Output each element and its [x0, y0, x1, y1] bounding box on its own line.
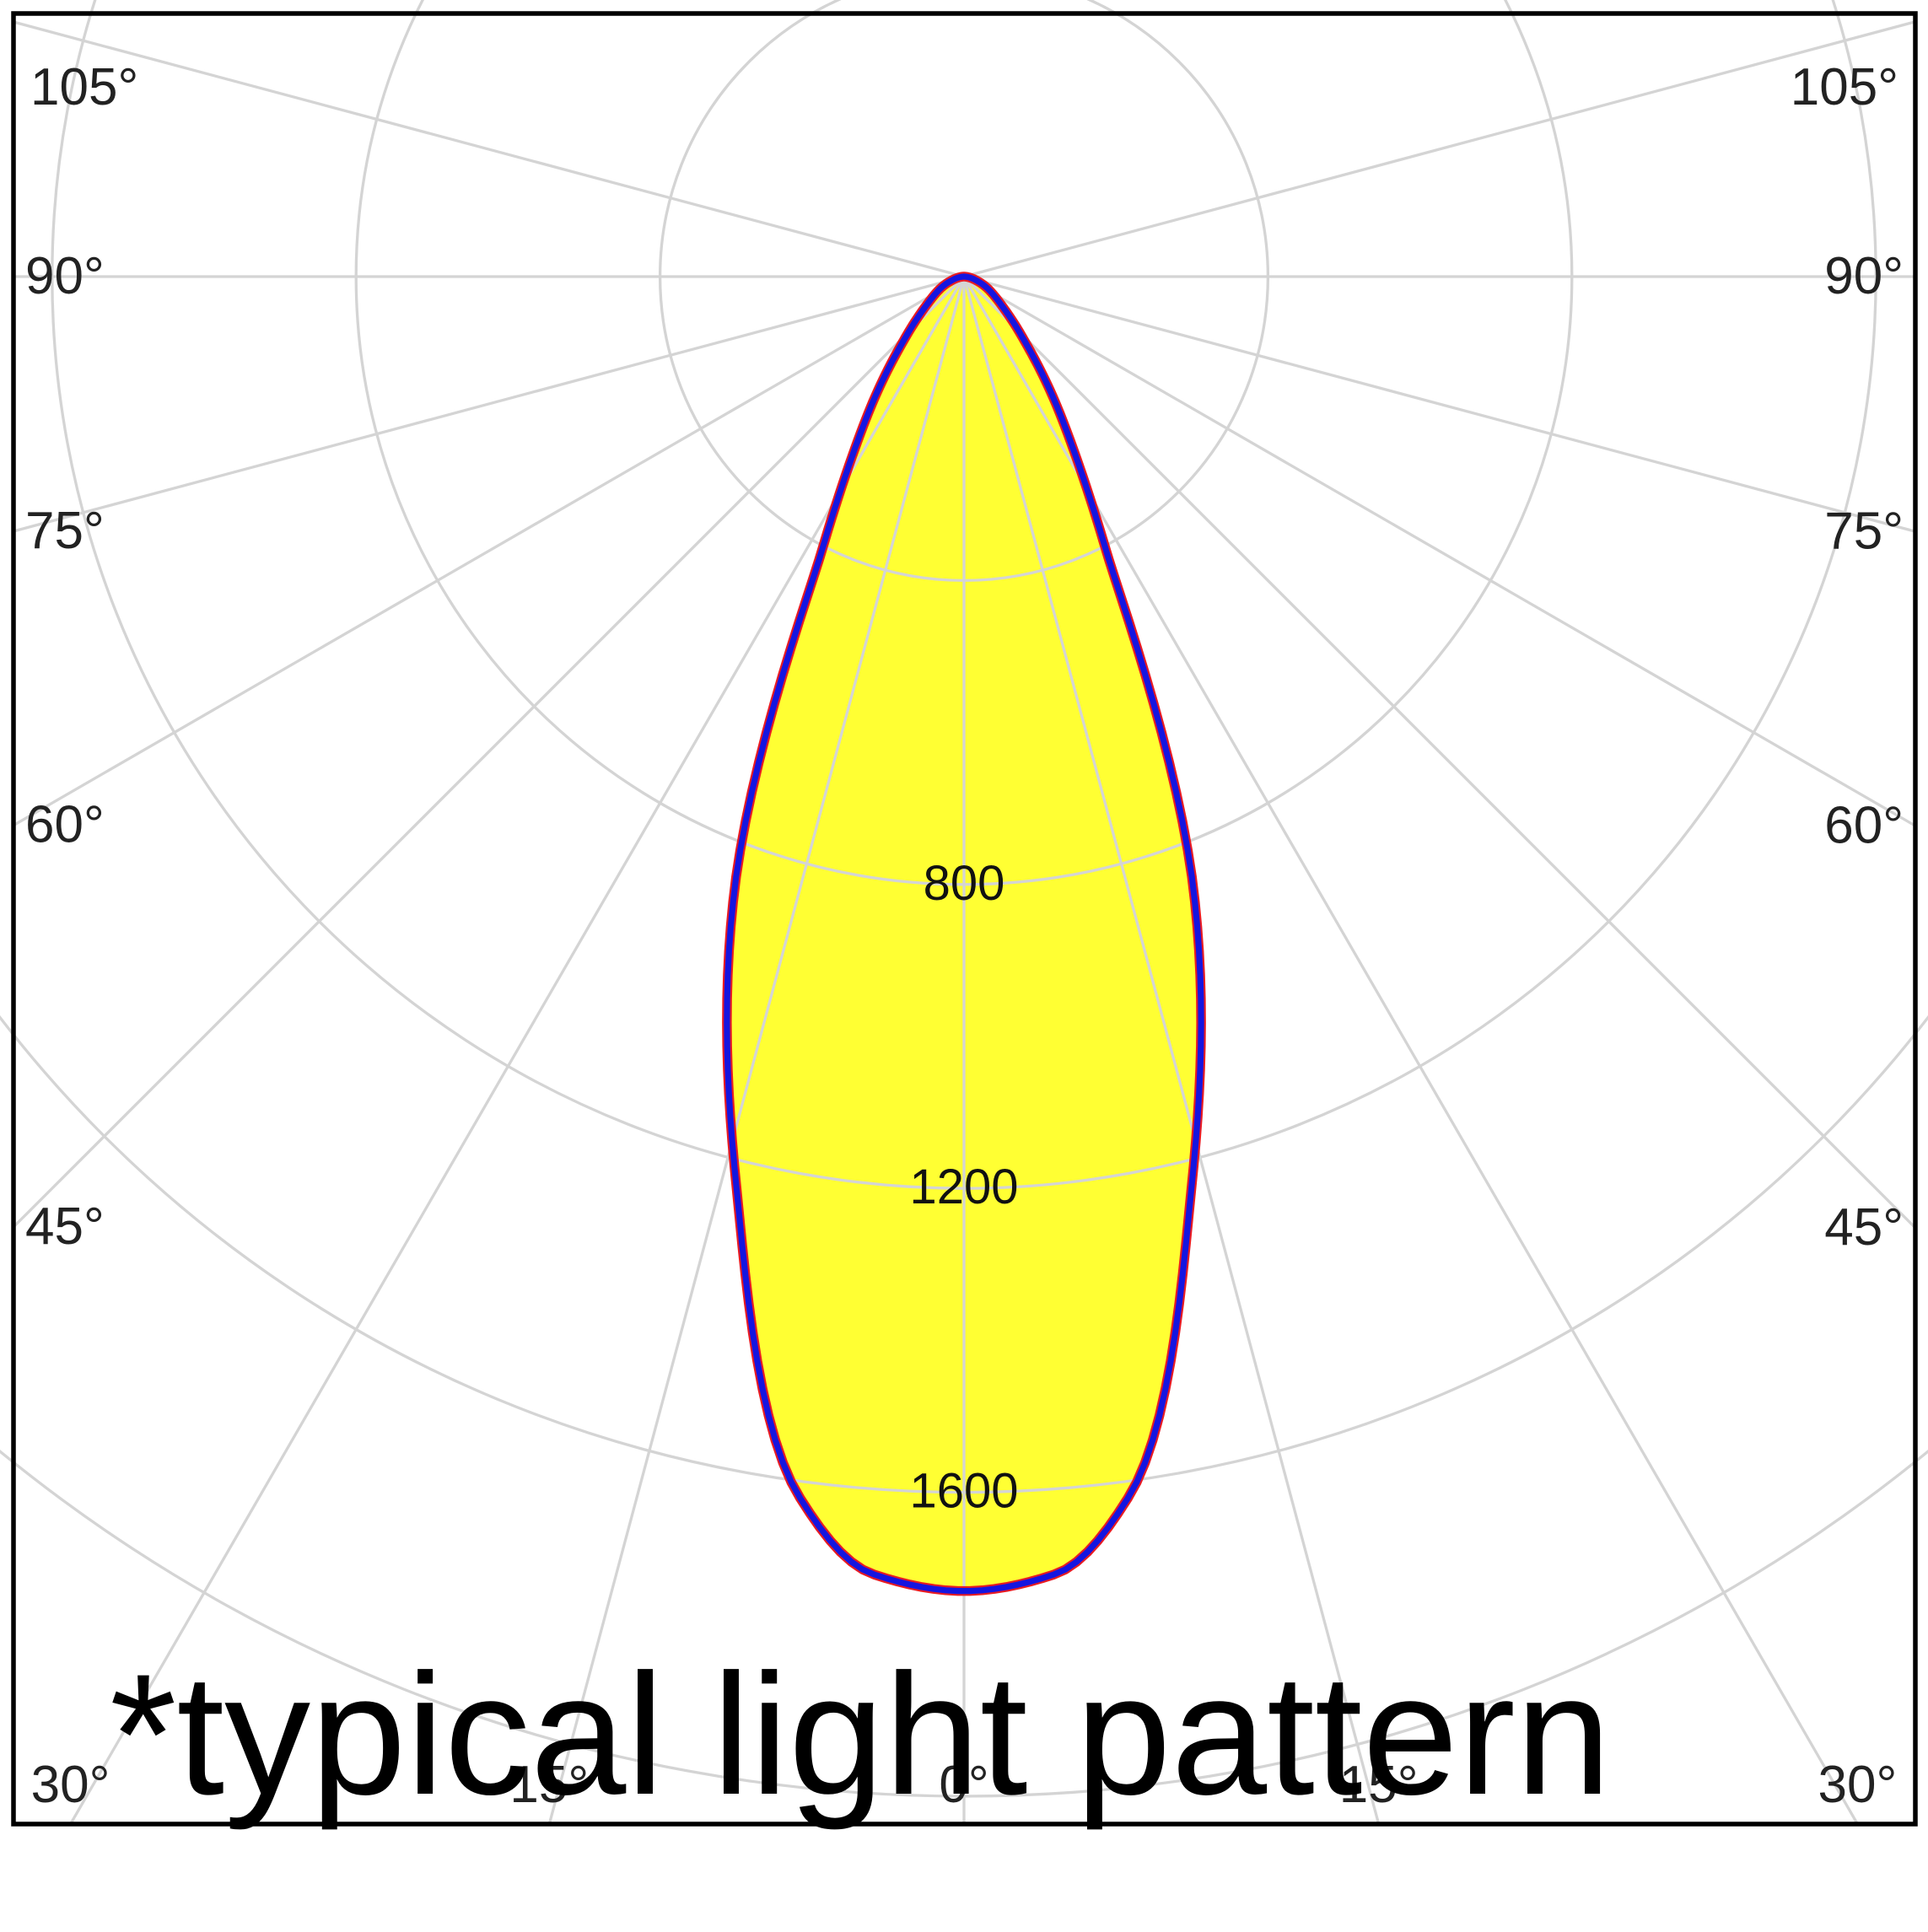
svg-text:30°: 30°: [31, 1756, 110, 1814]
svg-text:90°: 90°: [1824, 247, 1904, 305]
svg-text:800: 800: [924, 856, 1005, 911]
svg-text:1600: 1600: [909, 1464, 1018, 1519]
svg-text:105°: 105°: [1791, 58, 1898, 116]
svg-text:90°: 90°: [25, 247, 105, 305]
svg-text:75°: 75°: [25, 502, 105, 560]
svg-text:45°: 45°: [1824, 1198, 1904, 1257]
svg-text:1200: 1200: [909, 1160, 1018, 1214]
svg-text:30°: 30°: [1818, 1756, 1898, 1814]
svg-text:60°: 60°: [25, 796, 105, 854]
svg-text:75°: 75°: [1824, 502, 1904, 560]
svg-text:60°: 60°: [1824, 796, 1904, 854]
svg-text:45°: 45°: [25, 1197, 105, 1256]
svg-text:105°: 105°: [30, 58, 138, 116]
